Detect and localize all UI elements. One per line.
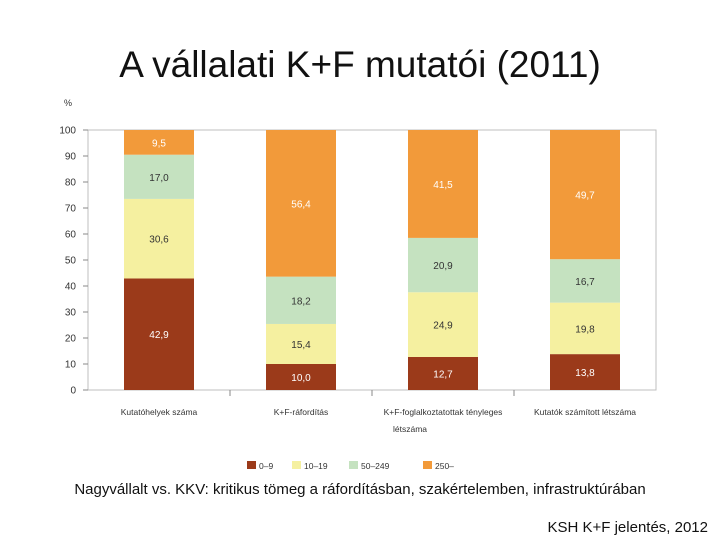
bar-value-label: 9,5 [152, 138, 166, 149]
stacked-bar-chart: % 0 10 20 30 40 50 60 70 80 90 100 42,9 30,6 17,0 9,5 Ku… [59, 98, 657, 471]
x-category-label: K+F-ráfordítás [274, 407, 329, 417]
legend-label: 50–249 [361, 461, 390, 471]
legend-label: 250– [435, 461, 454, 471]
bar-segment [266, 276, 336, 324]
bar-segment [408, 237, 478, 293]
legend-swatch [423, 461, 432, 469]
source-note: KSH K+F jelentés, 2012 [547, 519, 708, 536]
bar-segment [266, 323, 336, 364]
bar-value-label: 15,4 [291, 340, 311, 351]
y-unit-label: % [64, 98, 72, 108]
bar-segment [266, 130, 336, 277]
y-tick-label: 20 [65, 334, 77, 345]
y-tick-label: 80 [65, 178, 77, 189]
bar-value-label: 12,7 [433, 369, 453, 380]
y-tick-label: 30 [65, 308, 77, 319]
legend-label: 10–19 [304, 461, 328, 471]
bar-segment [408, 292, 478, 357]
bar-value-label: 56,4 [291, 199, 311, 210]
slide-caption: Nagyvállalt vs. KKV: kritikus tömeg a rá… [74, 481, 646, 498]
legend-swatch [247, 461, 256, 469]
bar-segment [124, 130, 194, 155]
bar-segment [550, 302, 620, 355]
bar-value-label: 19,8 [575, 324, 595, 335]
y-tick-label: 70 [65, 204, 77, 215]
x-category-label: létszáma [393, 424, 427, 434]
bar-value-label: 18,2 [291, 296, 311, 307]
y-tick-label: 50 [65, 256, 77, 267]
bar-segment [266, 364, 336, 390]
y-tick-label: 90 [65, 152, 77, 163]
bar-value-label: 30,6 [149, 235, 169, 246]
x-category-label: K+F-foglalkoztatottak tényleges [384, 407, 503, 417]
bar-value-label: 10,0 [291, 373, 311, 384]
bar-value-label: 42,9 [149, 330, 169, 341]
bar-segment [124, 278, 194, 390]
legend-swatch [292, 461, 301, 469]
x-category-label: Kutatók számított létszáma [534, 407, 636, 417]
bar-segment [550, 354, 620, 390]
bar-value-label: 13,8 [575, 368, 595, 379]
legend-label: 0–9 [259, 461, 273, 471]
bar-value-label: 24,9 [433, 321, 453, 332]
bar-value-label: 49,7 [575, 191, 595, 202]
bar-segment [124, 198, 194, 279]
bar-segment [408, 130, 478, 238]
y-tick-label: 10 [65, 360, 77, 371]
bar-segment [550, 259, 620, 303]
bar-value-label: 20,9 [433, 261, 453, 272]
bar-segment [550, 130, 620, 260]
slide-title: A vállalati K+F mutatói (2011) [119, 44, 601, 85]
legend-swatch [349, 461, 358, 469]
bar-value-label: 17,0 [149, 173, 169, 184]
bar-value-label: 16,7 [575, 277, 595, 288]
y-tick-label: 0 [70, 386, 76, 397]
bar-segment [408, 356, 478, 390]
y-tick-label: 60 [65, 230, 77, 241]
bar-segment [124, 154, 194, 199]
y-tick-label: 100 [59, 126, 76, 137]
bar-value-label: 41,5 [433, 180, 453, 191]
y-tick-label: 40 [65, 282, 77, 293]
x-category-label: Kutatóhelyek száma [121, 407, 198, 417]
